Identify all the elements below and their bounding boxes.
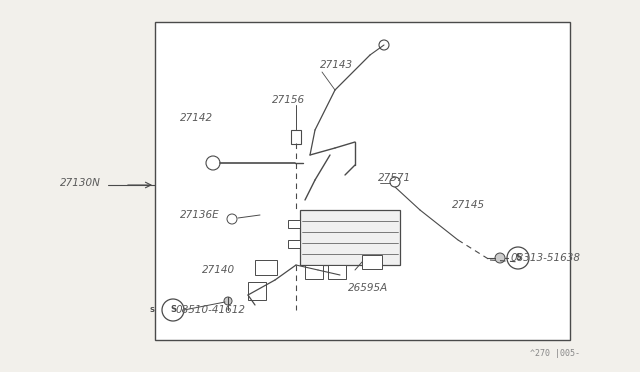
Circle shape (162, 299, 184, 321)
Circle shape (206, 156, 220, 170)
Text: 08313-51638: 08313-51638 (510, 253, 580, 263)
Text: 27145: 27145 (452, 200, 485, 210)
Bar (155, 22, 570, 340)
Text: 26595A: 26595A (348, 283, 388, 293)
Text: 27130N: 27130N (60, 178, 101, 188)
Text: S: S (515, 253, 521, 263)
Text: 27156: 27156 (272, 95, 305, 105)
Bar (300, 210, 400, 265)
Bar (288, 240, 300, 248)
Text: S: S (170, 305, 176, 314)
Text: 27143: 27143 (320, 60, 353, 70)
Text: 27140: 27140 (202, 265, 235, 275)
Circle shape (507, 247, 529, 269)
Bar (255, 260, 277, 275)
Bar (291, 130, 301, 144)
Text: ^270 |005-: ^270 |005- (530, 349, 580, 358)
Text: 27142: 27142 (180, 113, 213, 123)
Text: 27571: 27571 (378, 173, 411, 183)
Bar (328, 265, 346, 279)
Circle shape (390, 177, 400, 187)
Bar (362, 255, 382, 269)
Bar (248, 282, 266, 300)
Text: 27136E: 27136E (180, 210, 220, 220)
Bar (305, 265, 323, 279)
Circle shape (495, 253, 505, 263)
Bar (288, 220, 300, 228)
Circle shape (379, 40, 389, 50)
Circle shape (224, 297, 232, 305)
Text: S: S (150, 307, 154, 313)
Text: 08510-41612: 08510-41612 (175, 305, 245, 315)
Circle shape (227, 214, 237, 224)
